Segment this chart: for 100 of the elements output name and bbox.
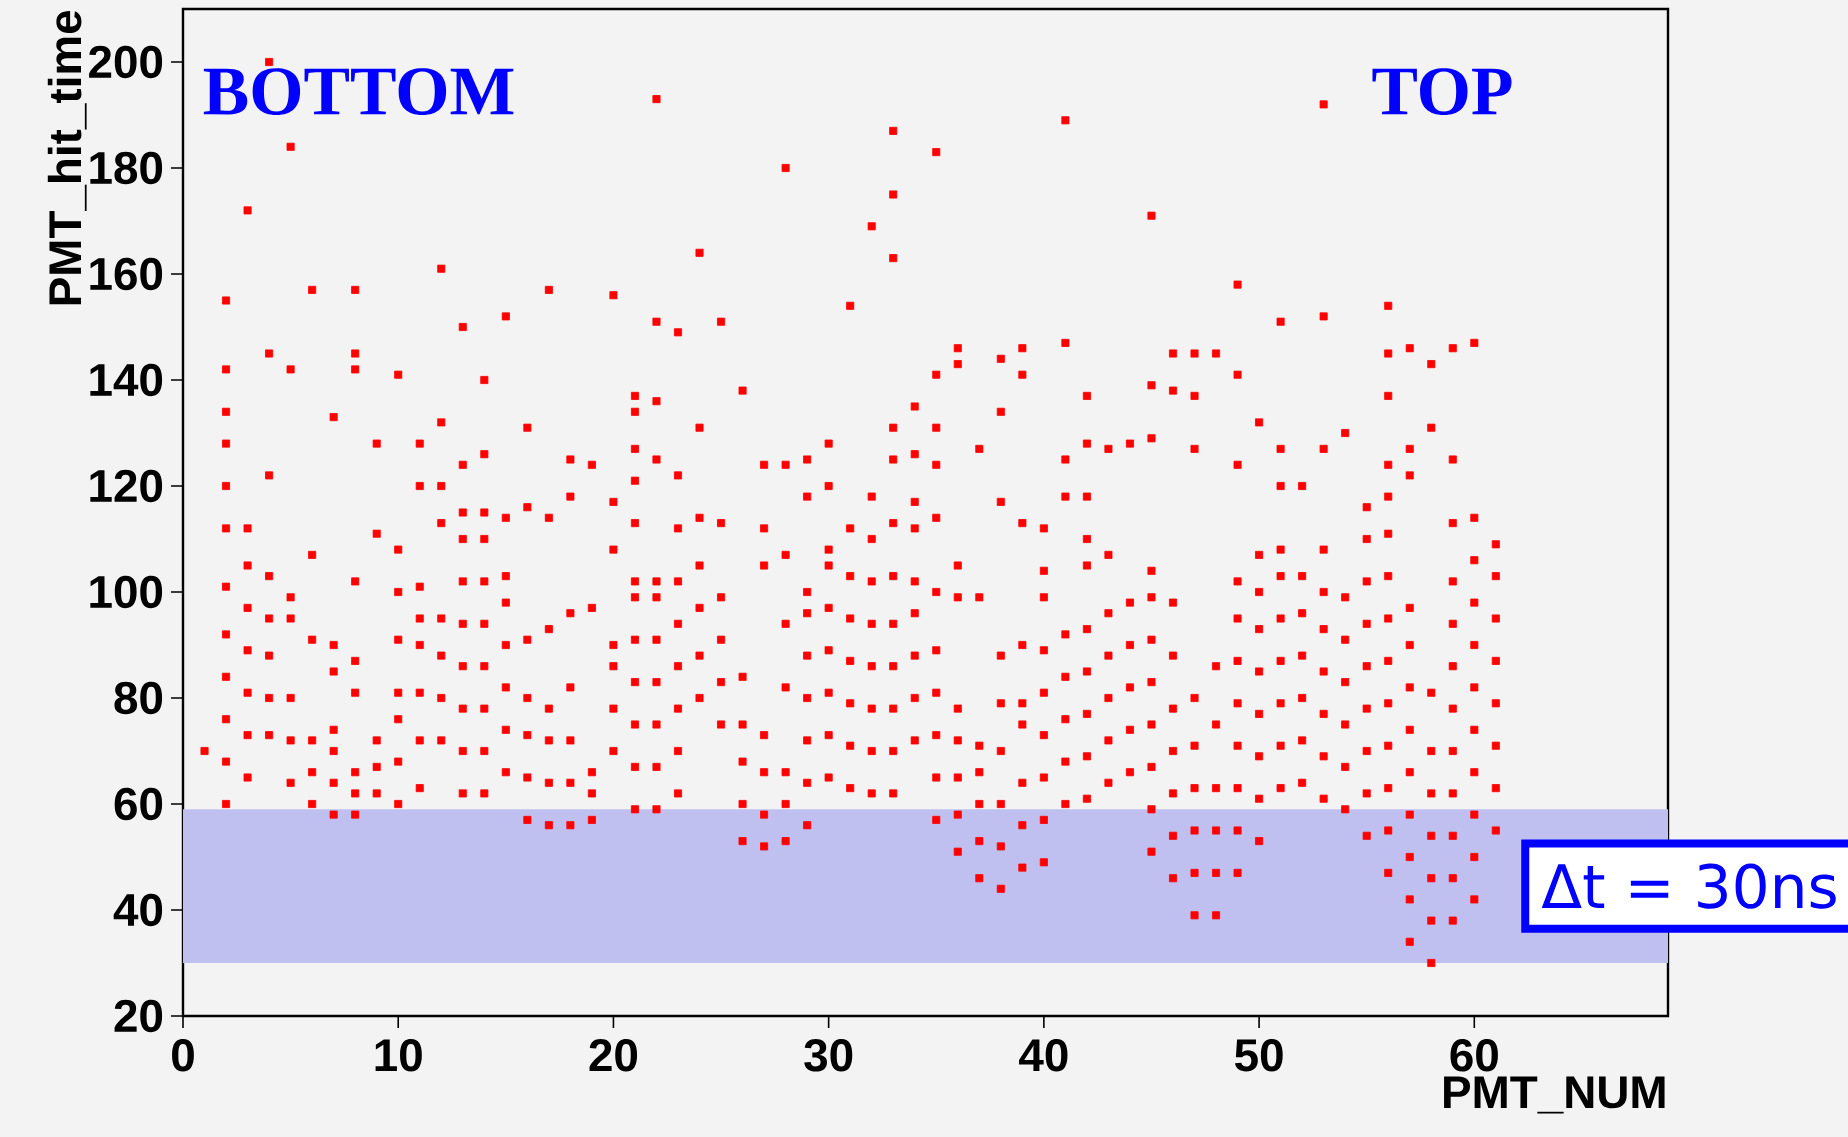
point (1147, 593, 1156, 602)
point (803, 588, 812, 596)
point (501, 513, 510, 522)
point (1470, 513, 1479, 522)
point (1470, 683, 1479, 692)
y-tick-label: 100 (90, 575, 163, 609)
point (910, 651, 919, 660)
point (458, 508, 467, 517)
point (329, 413, 338, 422)
point (415, 482, 424, 490)
point (953, 360, 962, 369)
point (1082, 667, 1091, 676)
point (1427, 959, 1436, 967)
point (1470, 768, 1479, 777)
point (1082, 439, 1091, 448)
point (222, 365, 231, 374)
point (609, 704, 618, 713)
point (1362, 619, 1371, 628)
point (437, 482, 446, 490)
point (630, 577, 639, 586)
point (1384, 572, 1393, 581)
point (437, 264, 446, 273)
point (1276, 482, 1285, 490)
point (1276, 614, 1285, 623)
point (1319, 545, 1328, 554)
point (1147, 847, 1156, 856)
point (1039, 646, 1048, 655)
point (781, 837, 790, 846)
point (1341, 720, 1350, 729)
point (910, 524, 919, 533)
point (1341, 429, 1350, 437)
point (889, 747, 898, 755)
point (1448, 747, 1457, 755)
point (781, 768, 790, 777)
point (329, 810, 338, 819)
point (717, 678, 726, 687)
point (1491, 741, 1500, 750)
point (932, 688, 941, 697)
point (372, 762, 381, 771)
point (1212, 349, 1221, 358)
point (889, 455, 898, 464)
point (394, 588, 403, 596)
point (437, 651, 446, 660)
point (1470, 725, 1479, 734)
point (760, 768, 769, 777)
point (953, 773, 962, 782)
point (1362, 747, 1371, 755)
point (1147, 211, 1156, 220)
point (1448, 455, 1457, 464)
point (1319, 444, 1328, 453)
point (286, 593, 295, 602)
point (1104, 444, 1113, 453)
y-tick-label: 20 (114, 999, 163, 1033)
point (286, 736, 295, 745)
point (889, 789, 898, 798)
point (1405, 768, 1414, 777)
point (1169, 704, 1177, 713)
y-tick-label: 200 (89, 45, 163, 79)
point (1362, 577, 1371, 586)
point (630, 476, 639, 485)
point (1384, 492, 1393, 501)
point (1147, 720, 1156, 729)
point (932, 731, 941, 740)
point (1169, 874, 1177, 883)
point (932, 460, 941, 469)
point (222, 407, 231, 416)
point (1147, 635, 1156, 644)
point (1319, 312, 1328, 321)
y-tick-label: 60 (114, 787, 163, 821)
point (1255, 550, 1264, 559)
point (824, 603, 833, 612)
point (674, 471, 682, 480)
point (1384, 614, 1393, 623)
point (501, 683, 510, 692)
point (738, 386, 747, 395)
point (1470, 598, 1479, 607)
point (351, 285, 360, 294)
point (265, 614, 274, 623)
point (394, 800, 403, 808)
point (738, 837, 747, 846)
point (415, 688, 424, 697)
point (243, 688, 252, 697)
point (243, 206, 252, 215)
point (652, 593, 661, 602)
point (1276, 444, 1285, 453)
point (1082, 752, 1091, 761)
point (523, 635, 532, 644)
point (1061, 338, 1070, 347)
x-tick-label: 50 (1235, 1039, 1283, 1072)
point (1405, 895, 1414, 904)
point (1341, 678, 1350, 687)
point (695, 248, 704, 257)
point (824, 773, 833, 782)
point (458, 577, 467, 586)
point (501, 641, 510, 649)
point (717, 317, 726, 326)
point (1104, 778, 1113, 787)
point (1082, 625, 1091, 634)
point (1018, 641, 1027, 649)
band-label: Δt = 30ns (1541, 863, 1836, 909)
